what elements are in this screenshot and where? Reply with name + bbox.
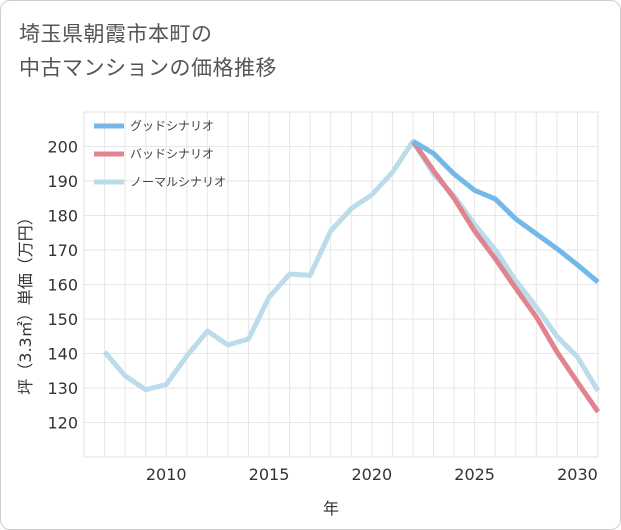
series-lines (102, 138, 601, 414)
legend-label-0: グッドシナリオ (130, 119, 214, 133)
x-tick-label: 2025 (454, 465, 495, 484)
axis-ticks: 2010 2015 2020 2025 2030 120 130 140 150 160 170 18… (47, 138, 597, 485)
chart-title-line1: 埼玉県朝霞市本町の (19, 22, 213, 46)
x-tick-label: 2010 (146, 465, 187, 484)
legend-label-1: バッドシナリオ (130, 147, 214, 161)
series-line-0 (411, 139, 600, 285)
x-tick-label: 2020 (351, 465, 392, 484)
series-line-1 (410, 139, 601, 414)
y-tick-label: 200 (47, 138, 78, 157)
y-tick-label: 180 (47, 207, 78, 226)
y-axis-label: 坪（3.3㎡）単価（万円） (16, 209, 35, 394)
x-axis-label: 年 (323, 499, 339, 518)
legend-label-2: ノーマルシナリオ (130, 175, 226, 189)
y-tick-label: 160 (47, 276, 78, 295)
y-tick-label: 150 (47, 310, 78, 329)
y-tick-label: 170 (47, 241, 78, 260)
x-tick-label: 2030 (557, 465, 598, 484)
y-tick-label: 130 (47, 379, 78, 398)
y-tick-label: 140 (47, 345, 78, 364)
y-tick-label: 120 (47, 414, 78, 433)
y-tick-label: 190 (47, 172, 78, 191)
x-tick-label: 2015 (249, 465, 290, 484)
grid-lines (83, 111, 599, 458)
chart-title: 埼玉県朝霞市本町の 中古マンションの価格推移 (19, 17, 277, 85)
series-line-2 (102, 138, 601, 393)
chart-title-line2: 中古マンションの価格推移 (19, 56, 277, 80)
